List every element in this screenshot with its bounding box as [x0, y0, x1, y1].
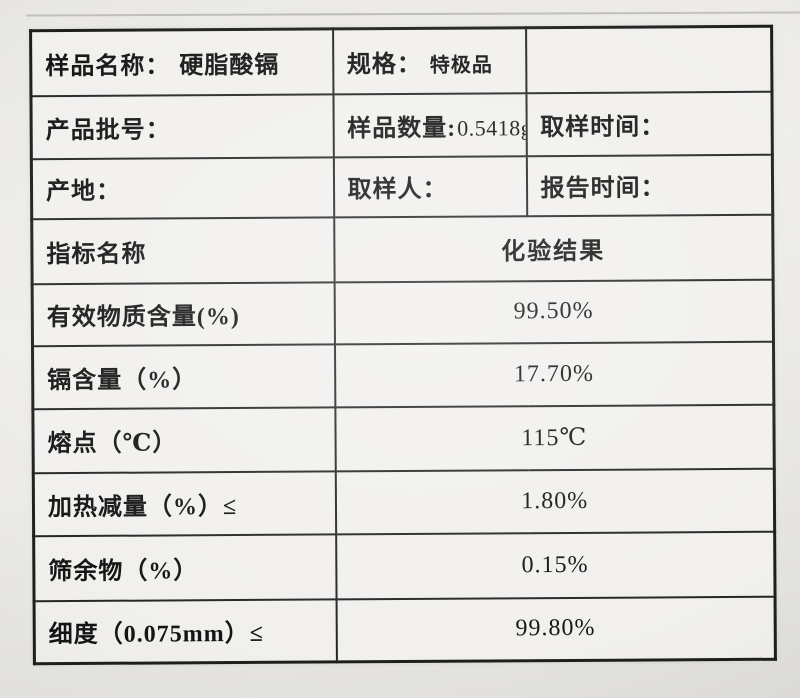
cell-indicator-active-content: 有效物质含量(%) — [32, 281, 335, 346]
cell-batch-number: 产品批号： — [30, 93, 334, 159]
table-row-active-content: 有效物质含量(%) 99.50% — [32, 279, 774, 346]
indicator-sieve-residue-label: 筛余物（%） — [48, 557, 199, 585]
cell-indicator-heating-loss: 加热减量（%）≤ — [33, 470, 336, 536]
result-cadmium-content-value: 17.70% — [513, 360, 595, 387]
cell-result-sieve-residue: 0.15% — [335, 531, 776, 599]
sampler-label: 取样人： — [347, 176, 448, 204]
result-heating-loss-value: 1.80% — [521, 487, 589, 514]
cell-sample-quantity: 样品数量:0.5418g — [332, 92, 527, 157]
table-row-melting-point: 熔点（℃） 115℃ — [32, 404, 775, 473]
cell-sample-name: 样品名称： 硬脂酸镉 — [30, 28, 333, 96]
result-sieve-residue-value: 0.15% — [521, 551, 589, 578]
paper-edge-line — [25, 11, 800, 17]
indicator-cadmium-content-label: 镉含量（%） — [47, 366, 198, 394]
cell-origin: 产地： — [31, 156, 334, 219]
table-row-cadmium-content: 镉含量（%） 17.70% — [32, 341, 774, 409]
table-row-fineness: 细度（0.075mm）≤ 99.80% — [34, 596, 776, 664]
cell-empty — [525, 26, 772, 93]
cell-result-header: 化验结果 — [333, 214, 774, 282]
origin-label: 产地： — [45, 178, 122, 206]
cell-sampler: 取样人： — [333, 155, 527, 217]
indicator-melting-point-label: 熔点（℃） — [47, 430, 178, 458]
cell-indicator-melting-point: 熔点（℃） — [32, 406, 336, 473]
report-time-label: 报告时间： — [540, 175, 666, 203]
sample-quantity-label: 样品数量: — [347, 115, 457, 142]
spec-value: 特极品 — [429, 54, 493, 77]
sample-name-value: 硬脂酸镉 — [179, 52, 280, 80]
cell-result-cadmium-content: 17.70% — [334, 341, 774, 407]
cell-indicator-sieve-residue: 筛余物（%） — [33, 533, 337, 601]
table-row-sample-name: 样品名称： 硬脂酸镉 规格： 特极品 — [30, 26, 772, 96]
cell-indicator-name-header: 指标名称 — [31, 216, 335, 284]
cell-sampling-time: 取样时间： — [525, 91, 773, 156]
table-row-origin: 产地： 取样人： 报告时间： — [31, 154, 773, 219]
cell-result-fineness: 99.80% — [336, 596, 776, 662]
table-row-heating-loss: 加热减量（%）≤ 1.80% — [33, 468, 775, 536]
indicator-heating-loss-label: 加热减量（%）≤ — [47, 493, 238, 521]
cell-result-heating-loss: 1.80% — [335, 468, 775, 534]
cell-result-active-content: 99.50% — [334, 279, 774, 344]
cell-spec: 规格： 特极品 — [332, 27, 526, 94]
table-row-results-header: 指标名称 化验结果 — [31, 214, 774, 284]
result-header: 化验结果 — [501, 238, 606, 265]
spec-label: 规格： — [346, 51, 422, 79]
indicator-fineness-label: 细度（0.075mm）≤ — [48, 621, 264, 649]
table-row-sieve-residue: 筛余物（%） 0.15% — [33, 531, 776, 601]
cell-indicator-fineness: 细度（0.075mm）≤ — [34, 598, 337, 664]
batch-number-label: 产品批号： — [45, 116, 171, 144]
indicator-active-content-label: 有效物质含量(%) — [46, 303, 240, 332]
report-table: 样品名称： 硬脂酸镉 规格： 特极品 产品批号： 样品数量:0.5418g 取样时间… — [29, 24, 777, 666]
result-fineness-value: 99.80% — [515, 615, 596, 642]
table-row-batch: 产品批号： 样品数量:0.5418g 取样时间： — [30, 91, 773, 159]
cell-result-melting-point: 115℃ — [334, 404, 775, 471]
sampling-time-label: 取样时间： — [540, 113, 666, 141]
sample-name-label: 样品名称： — [45, 53, 171, 80]
indicator-name-header: 指标名称 — [46, 241, 147, 268]
sample-quantity-value: 0.5418g — [457, 114, 527, 141]
result-active-content-value: 99.50% — [513, 297, 594, 325]
cell-indicator-cadmium-content: 镉含量（%） — [32, 343, 335, 409]
result-melting-point-value: 115℃ — [521, 424, 588, 452]
cell-report-time: 报告时间： — [526, 154, 773, 216]
